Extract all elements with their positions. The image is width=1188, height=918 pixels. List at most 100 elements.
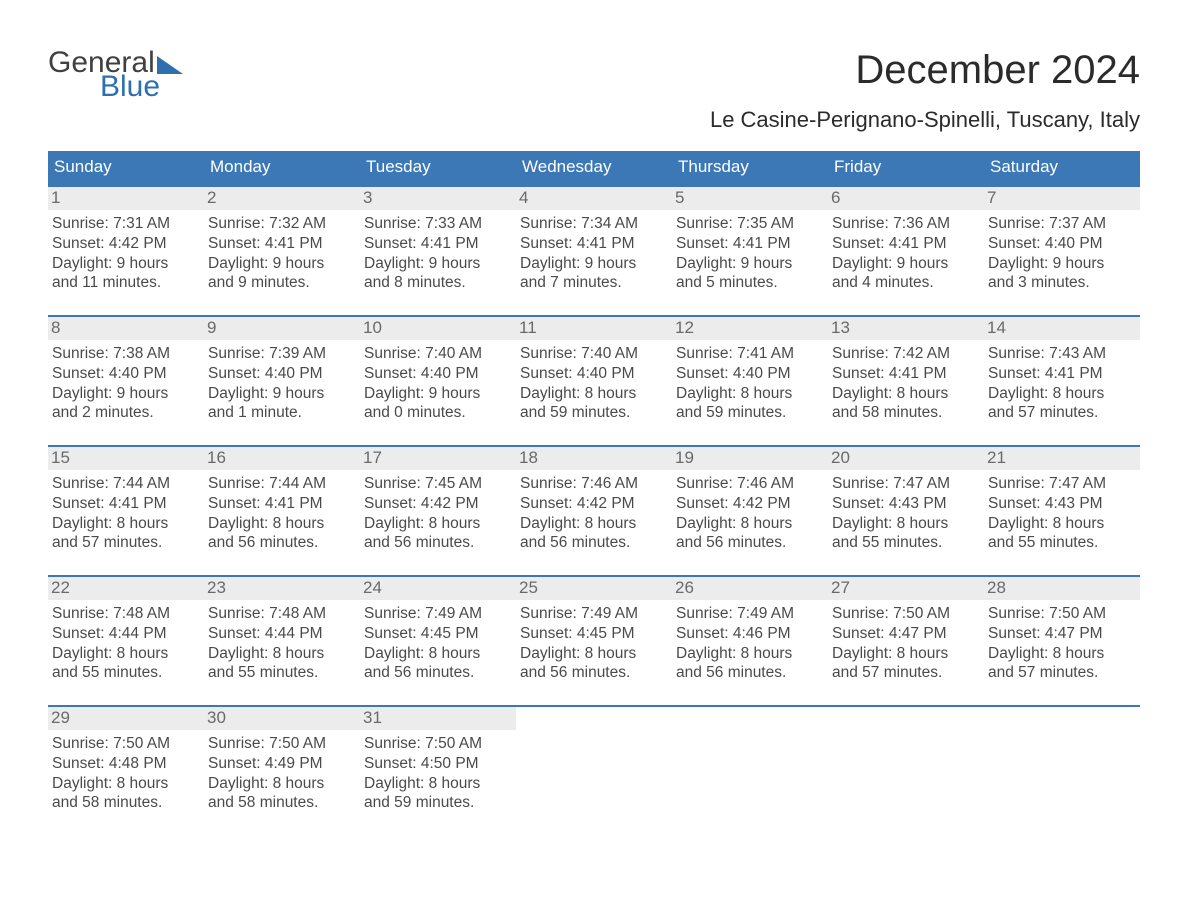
day-detail-line: Daylight: 8 hours xyxy=(676,644,824,664)
day-detail-line: Sunset: 4:41 PM xyxy=(832,364,980,384)
day-number: 30 xyxy=(204,707,360,730)
day-number: 13 xyxy=(828,317,984,340)
weekday-header: Saturday xyxy=(984,151,1140,185)
day-number: 11 xyxy=(516,317,672,340)
calendar-day-cell: 8Sunrise: 7:38 AMSunset: 4:40 PMDaylight… xyxy=(48,317,204,445)
day-detail-line: and 59 minutes. xyxy=(676,403,824,423)
weekday-header: Monday xyxy=(204,151,360,185)
weekday-header: Sunday xyxy=(48,151,204,185)
day-detail-line: and 55 minutes. xyxy=(832,533,980,553)
day-detail-line: Sunrise: 7:50 AM xyxy=(208,734,356,754)
day-detail-line: Daylight: 9 hours xyxy=(52,254,200,274)
calendar: SundayMondayTuesdayWednesdayThursdayFrid… xyxy=(48,151,1140,835)
calendar-day-cell: 11Sunrise: 7:40 AMSunset: 4:40 PMDayligh… xyxy=(516,317,672,445)
calendar-day-cell: 4 Sunrise: 7:34 AMSunset: 4:41 PMDaylight… xyxy=(516,187,672,315)
day-detail-line: Sunrise: 7:50 AM xyxy=(988,604,1136,624)
calendar-day-cell: 9Sunrise: 7:39 AMSunset: 4:40 PMDaylight… xyxy=(204,317,360,445)
day-detail-line: Daylight: 8 hours xyxy=(208,514,356,534)
day-detail-line: Sunset: 4:40 PM xyxy=(676,364,824,384)
day-detail-line: and 55 minutes. xyxy=(208,663,356,683)
brand-logo: General Blue xyxy=(48,48,183,102)
day-detail-line: Sunset: 4:40 PM xyxy=(520,364,668,384)
day-detail-line: Daylight: 9 hours xyxy=(988,254,1136,274)
day-detail-line: Sunrise: 7:46 AM xyxy=(676,474,824,494)
day-detail-line: Sunrise: 7:48 AM xyxy=(208,604,356,624)
day-detail-line: Sunset: 4:43 PM xyxy=(988,494,1136,514)
day-detail-line: Sunrise: 7:40 AM xyxy=(520,344,668,364)
day-detail-line: Sunset: 4:41 PM xyxy=(364,234,512,254)
calendar-day-cell: 22Sunrise: 7:48 AMSunset: 4:44 PMDayligh… xyxy=(48,577,204,705)
day-detail-line: Sunset: 4:40 PM xyxy=(364,364,512,384)
weekday-header: Friday xyxy=(828,151,984,185)
calendar-day-cell xyxy=(984,707,1140,835)
day-detail-line: Daylight: 8 hours xyxy=(208,774,356,794)
day-details: Sunrise: 7:35 AMSunset: 4:41 PMDaylight:… xyxy=(676,214,824,293)
day-detail-line: and 57 minutes. xyxy=(832,663,980,683)
day-detail-line: Daylight: 8 hours xyxy=(832,514,980,534)
day-details: Sunrise: 7:34 AMSunset: 4:41 PMDaylight:… xyxy=(520,214,668,293)
day-detail-line: Sunrise: 7:37 AM xyxy=(988,214,1136,234)
day-detail-line: Sunset: 4:46 PM xyxy=(676,624,824,644)
day-details: Sunrise: 7:49 AMSunset: 4:46 PMDaylight:… xyxy=(676,604,824,683)
day-detail-line: Sunrise: 7:40 AM xyxy=(364,344,512,364)
day-details: Sunrise: 7:49 AMSunset: 4:45 PMDaylight:… xyxy=(364,604,512,683)
day-number: 3 xyxy=(360,187,516,210)
day-details: Sunrise: 7:48 AMSunset: 4:44 PMDaylight:… xyxy=(52,604,200,683)
day-number: 8 xyxy=(48,317,204,340)
day-detail-line: Daylight: 8 hours xyxy=(832,644,980,664)
day-detail-line: Daylight: 8 hours xyxy=(52,644,200,664)
weekday-header-row: SundayMondayTuesdayWednesdayThursdayFrid… xyxy=(48,151,1140,185)
day-number: 21 xyxy=(984,447,1140,470)
day-detail-line: Daylight: 8 hours xyxy=(208,644,356,664)
weekday-header: Thursday xyxy=(672,151,828,185)
calendar-day-cell: 3Sunrise: 7:33 AMSunset: 4:41 PMDaylight… xyxy=(360,187,516,315)
day-detail-line: Sunset: 4:44 PM xyxy=(52,624,200,644)
day-detail-line: Sunset: 4:43 PM xyxy=(832,494,980,514)
day-detail-line: Sunrise: 7:49 AM xyxy=(676,604,824,624)
day-details: Sunrise: 7:50 AMSunset: 4:48 PMDaylight:… xyxy=(52,734,200,813)
day-detail-line: Sunset: 4:41 PM xyxy=(52,494,200,514)
calendar-day-cell: 23Sunrise: 7:48 AMSunset: 4:44 PMDayligh… xyxy=(204,577,360,705)
day-details: Sunrise: 7:47 AMSunset: 4:43 PMDaylight:… xyxy=(832,474,980,553)
calendar-day-cell: 28Sunrise: 7:50 AMSunset: 4:47 PMDayligh… xyxy=(984,577,1140,705)
day-detail-line: Sunset: 4:40 PM xyxy=(52,364,200,384)
day-detail-line: and 11 minutes. xyxy=(52,273,200,293)
day-detail-line: and 59 minutes. xyxy=(520,403,668,423)
day-number: 14 xyxy=(984,317,1140,340)
day-detail-line: and 2 minutes. xyxy=(52,403,200,423)
day-detail-line: and 58 minutes. xyxy=(208,793,356,813)
day-details: Sunrise: 7:31 AMSunset: 4:42 PMDaylight:… xyxy=(52,214,200,293)
day-detail-line: Sunrise: 7:38 AM xyxy=(52,344,200,364)
weekday-header: Wednesday xyxy=(516,151,672,185)
calendar-day-cell: 12Sunrise: 7:41 AMSunset: 4:40 PMDayligh… xyxy=(672,317,828,445)
calendar-day-cell: 5Sunrise: 7:35 AMSunset: 4:41 PMDaylight… xyxy=(672,187,828,315)
day-detail-line: Sunset: 4:41 PM xyxy=(676,234,824,254)
day-detail-line: and 4 minutes. xyxy=(832,273,980,293)
day-detail-line: Daylight: 8 hours xyxy=(988,514,1136,534)
day-detail-line: and 3 minutes. xyxy=(988,273,1136,293)
day-details: Sunrise: 7:48 AMSunset: 4:44 PMDaylight:… xyxy=(208,604,356,683)
day-detail-line: and 9 minutes. xyxy=(208,273,356,293)
day-detail-line: Sunset: 4:42 PM xyxy=(676,494,824,514)
day-detail-line: and 56 minutes. xyxy=(520,533,668,553)
day-details: Sunrise: 7:36 AMSunset: 4:41 PMDaylight:… xyxy=(832,214,980,293)
day-detail-line: Daylight: 9 hours xyxy=(520,254,668,274)
day-details: Sunrise: 7:44 AMSunset: 4:41 PMDaylight:… xyxy=(208,474,356,553)
day-detail-line: Daylight: 9 hours xyxy=(208,384,356,404)
day-number: 6 xyxy=(828,187,984,210)
day-number: 16 xyxy=(204,447,360,470)
day-number: 24 xyxy=(360,577,516,600)
day-detail-line: Sunset: 4:45 PM xyxy=(364,624,512,644)
calendar-week-row: 15Sunrise: 7:44 AMSunset: 4:41 PMDayligh… xyxy=(48,445,1140,575)
day-detail-line: Sunset: 4:41 PM xyxy=(520,234,668,254)
day-number: 28 xyxy=(984,577,1140,600)
day-detail-line: Sunrise: 7:47 AM xyxy=(832,474,980,494)
day-detail-line: Sunrise: 7:45 AM xyxy=(364,474,512,494)
day-number: 4 xyxy=(516,187,672,210)
day-detail-line: Sunset: 4:41 PM xyxy=(832,234,980,254)
day-detail-line: Sunset: 4:48 PM xyxy=(52,754,200,774)
calendar-day-cell: 30Sunrise: 7:50 AMSunset: 4:49 PMDayligh… xyxy=(204,707,360,835)
calendar-day-cell: 24 Sunrise: 7:49 AMSunset: 4:45 PMDayligh… xyxy=(360,577,516,705)
day-detail-line: Sunrise: 7:44 AM xyxy=(52,474,200,494)
weekday-header: Tuesday xyxy=(360,151,516,185)
